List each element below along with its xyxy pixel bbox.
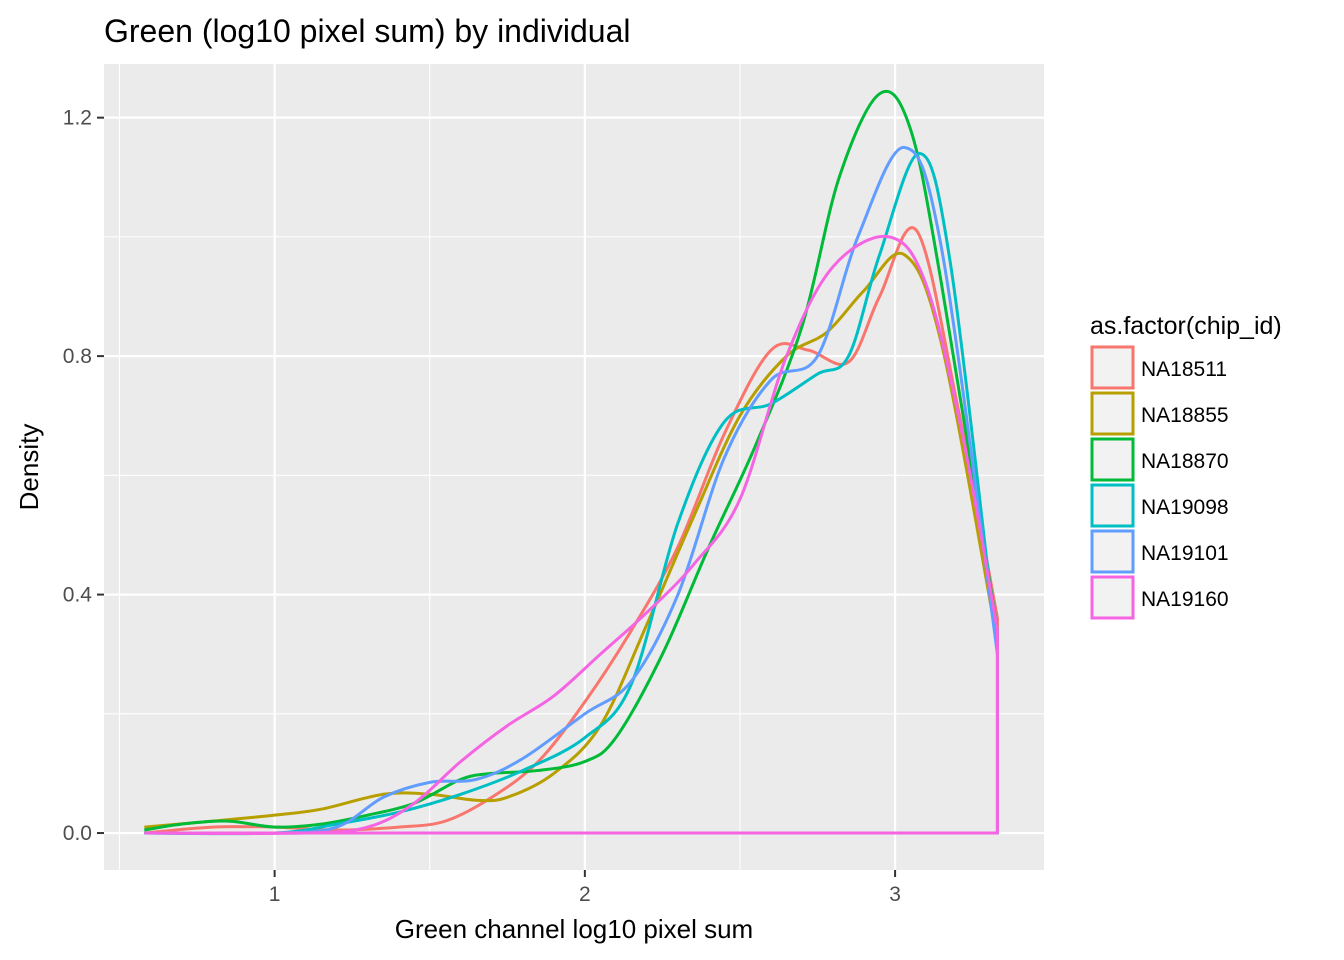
legend-label-na19098: NA19098	[1141, 496, 1229, 519]
legend-key-na19101	[1090, 529, 1135, 574]
y-tick-label: 1.2	[63, 107, 92, 130]
legend-key-na18870	[1090, 437, 1135, 482]
legend: as.factor(chip_id) NA18511 NA18855 NA18870…	[1090, 312, 1282, 620]
legend-label-na18511: NA18511	[1141, 358, 1227, 381]
x-axis-title: Green channel log10 pixel sum	[395, 914, 753, 944]
legend-key-na19160	[1090, 575, 1135, 620]
chart-title: Green (log10 pixel sum) by individual	[104, 13, 630, 49]
x-tick-label: 2	[579, 883, 591, 906]
legend-label-na18870: NA18870	[1141, 450, 1229, 473]
legend-label-na18855: NA18855	[1141, 404, 1229, 427]
y-tick-label: 0.4	[63, 584, 93, 607]
density-curve-na18855	[144, 251, 999, 835]
density-curve-na19160	[144, 234, 999, 835]
legend-label-na19101: NA19101	[1141, 542, 1229, 565]
y-axis-title: Density	[14, 424, 44, 511]
y-axis: 0.0 0.4 0.8 1.2	[63, 107, 104, 845]
legend-title: as.factor(chip_id)	[1090, 312, 1282, 340]
y-tick-label: 0.0	[63, 822, 92, 845]
legend-key-na19098	[1090, 483, 1135, 528]
x-tick-label: 3	[889, 883, 901, 906]
legend-label-na19160: NA19160	[1141, 588, 1229, 611]
density-curve-na18870	[144, 90, 999, 835]
plot-panel	[104, 64, 1044, 870]
x-tick-label: 1	[269, 883, 281, 906]
legend-key-na18855	[1090, 391, 1135, 436]
legend-items: NA18511 NA18855 NA18870 NA19098 NA19101 NA191…	[1090, 345, 1229, 620]
density-curves	[144, 90, 999, 836]
y-tick-label: 0.8	[63, 345, 92, 368]
legend-key-na18511	[1090, 345, 1135, 390]
x-axis: 1 2 3	[269, 870, 901, 906]
